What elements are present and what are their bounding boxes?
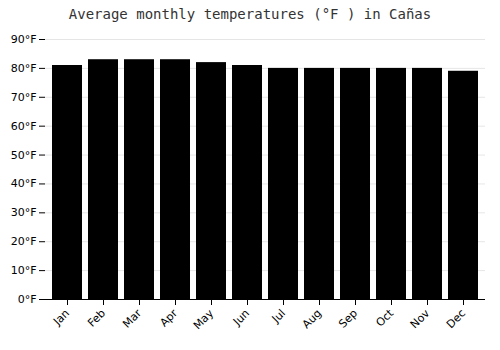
svg-text:50°F: 50°F: [11, 149, 37, 162]
svg-text:Nov: Nov: [408, 306, 433, 331]
svg-text:60°F: 60°F: [11, 120, 37, 133]
svg-text:Sep: Sep: [336, 307, 360, 331]
svg-text:10°F: 10°F: [11, 264, 37, 277]
svg-text:May: May: [191, 306, 217, 332]
svg-text:Jun: Jun: [230, 307, 252, 329]
svg-text:Feb: Feb: [85, 307, 108, 330]
svg-text:Jan: Jan: [50, 307, 72, 329]
svg-text:90°F: 90°F: [11, 33, 37, 46]
html-text:Average monthly temperatures (: Average monthly temperatures (°F ) in Ca…: [68, 6, 432, 22]
svg-text:40°F: 40°F: [11, 177, 37, 190]
svg-text:20°F: 20°F: [11, 235, 37, 248]
svg-text:70°F: 70°F: [11, 91, 37, 104]
svg-text:Dec: Dec: [444, 307, 468, 331]
svg-text:Oct: Oct: [373, 306, 396, 329]
svg-text:Jul: Jul: [269, 307, 288, 326]
svg-text:Mar: Mar: [120, 306, 144, 330]
svg-text:Apr: Apr: [157, 306, 180, 329]
svg-text:30°F: 30°F: [11, 206, 37, 219]
svg-text:80°F: 80°F: [11, 62, 37, 75]
svg-text:Aug: Aug: [300, 307, 324, 331]
svg-text:0°F: 0°F: [18, 293, 37, 306]
